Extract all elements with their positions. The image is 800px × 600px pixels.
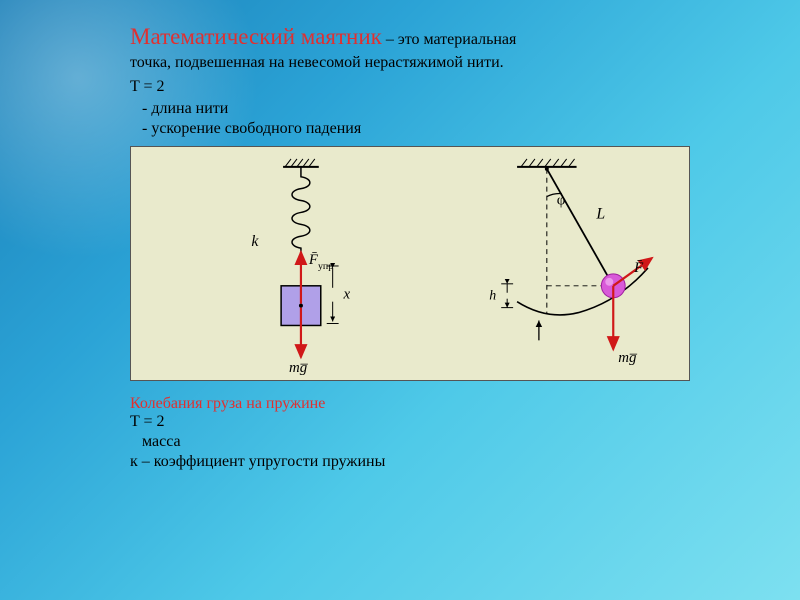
mg-label-2: mg̅ <box>618 350 637 366</box>
period-formula-2: T = 2 <box>130 413 710 431</box>
period-formula-1: T = 2 <box>130 78 710 96</box>
mg-label-1: mg̅ <box>289 360 308 376</box>
physics-diagram: k F̄упр x mg̅ <box>131 147 689 380</box>
diagram-panel: k F̄упр x mg̅ <box>130 146 690 381</box>
slide-content: Математический маятник – это материальна… <box>0 0 800 493</box>
lower-block: Колебания груза на пружине T = 2 масса к… <box>130 395 710 471</box>
k-def: к – коэффициент упругости пружины <box>130 453 710 471</box>
mass-def: масса <box>130 433 710 451</box>
title-rest: – это материальная <box>382 31 517 48</box>
f-upr-label: F̄упр <box>308 252 333 272</box>
def-accel: - ускорение свободного падения <box>142 120 710 138</box>
spring-mass-system: k F̄упр x mg̅ <box>251 159 350 376</box>
title-line-2: точка, подвешенная на невесомой нерастяж… <box>130 54 710 72</box>
h-label: h <box>489 289 496 304</box>
title-main: Математический маятник <box>130 24 382 49</box>
lower-title: Колебания груза на пружине <box>130 395 710 413</box>
x-label: x <box>343 287 351 303</box>
k-label: k <box>251 233 259 250</box>
phi-label: φ <box>557 193 566 209</box>
def-length: - длина нити <box>142 100 710 118</box>
title-line-1: Математический маятник – это материальна… <box>130 24 710 50</box>
L-label: L <box>595 205 605 222</box>
F-label: F̄ <box>633 260 644 276</box>
pendulum-system: L φ F̄ mg̅ h <box>489 159 652 366</box>
